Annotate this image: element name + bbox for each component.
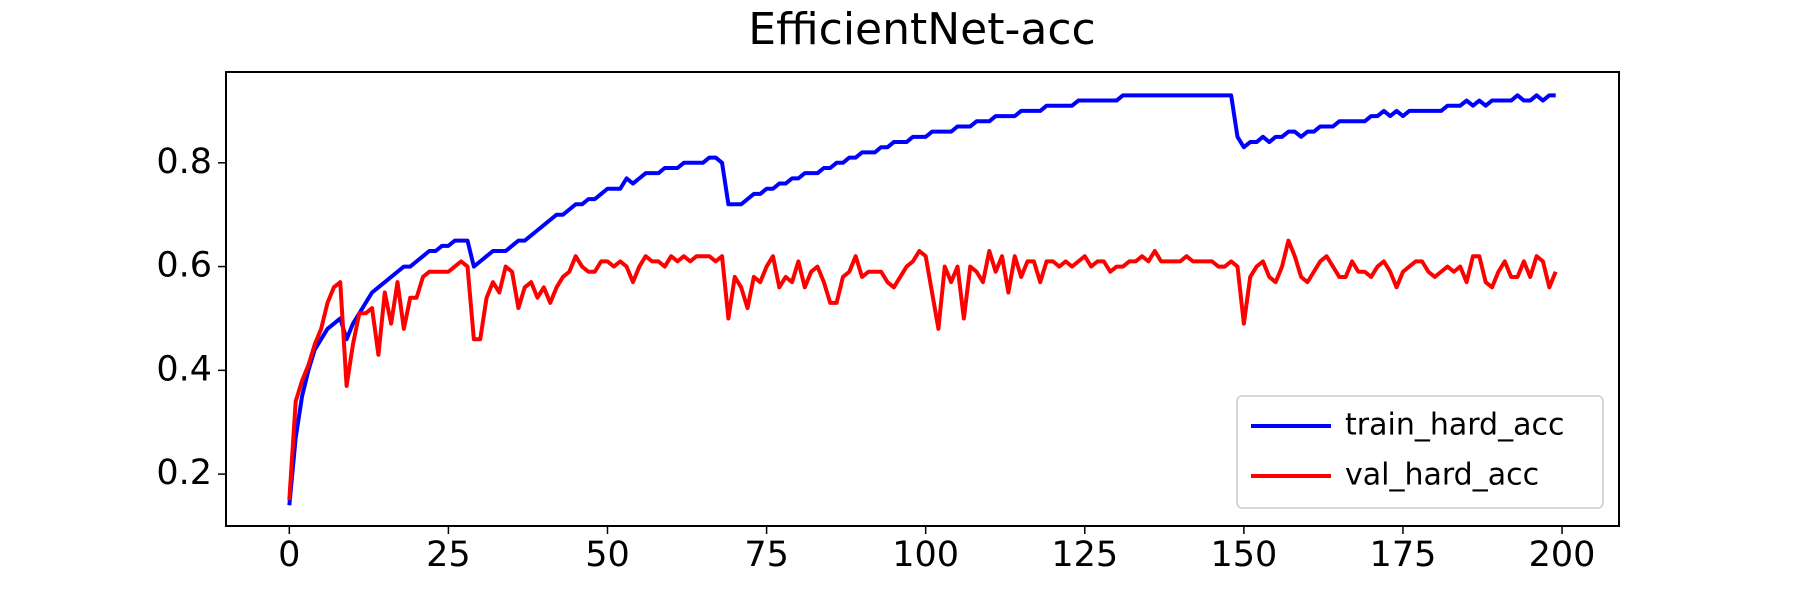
chart-title: EfficientNet-acc (748, 4, 1095, 55)
x-tick-label: 0 (278, 535, 300, 575)
plot-frame (225, 71, 1620, 527)
x-tick-label: 125 (1051, 535, 1118, 575)
legend-label: train_hard_acc (1345, 408, 1564, 443)
y-tick-label: 0.6 (156, 246, 212, 286)
x-tick-label: 150 (1210, 535, 1277, 575)
line (287, 93, 1556, 506)
legend: train_hard_acc val_hard_acc (1236, 395, 1604, 509)
x-tick-label: 200 (1529, 535, 1596, 575)
y-tick-label: 0.8 (156, 142, 212, 182)
x-tick-label: 75 (744, 535, 789, 575)
x-tick-label: 100 (892, 535, 959, 575)
x-tick-label: 175 (1370, 535, 1437, 575)
line (287, 238, 1558, 501)
x-tick-label: 25 (426, 535, 471, 575)
x-tick-label: 50 (585, 535, 630, 575)
y-tick-label: 0.4 (156, 349, 212, 389)
legend-label: val_hard_acc (1345, 458, 1539, 493)
y-tick-label: 0.2 (156, 453, 212, 493)
